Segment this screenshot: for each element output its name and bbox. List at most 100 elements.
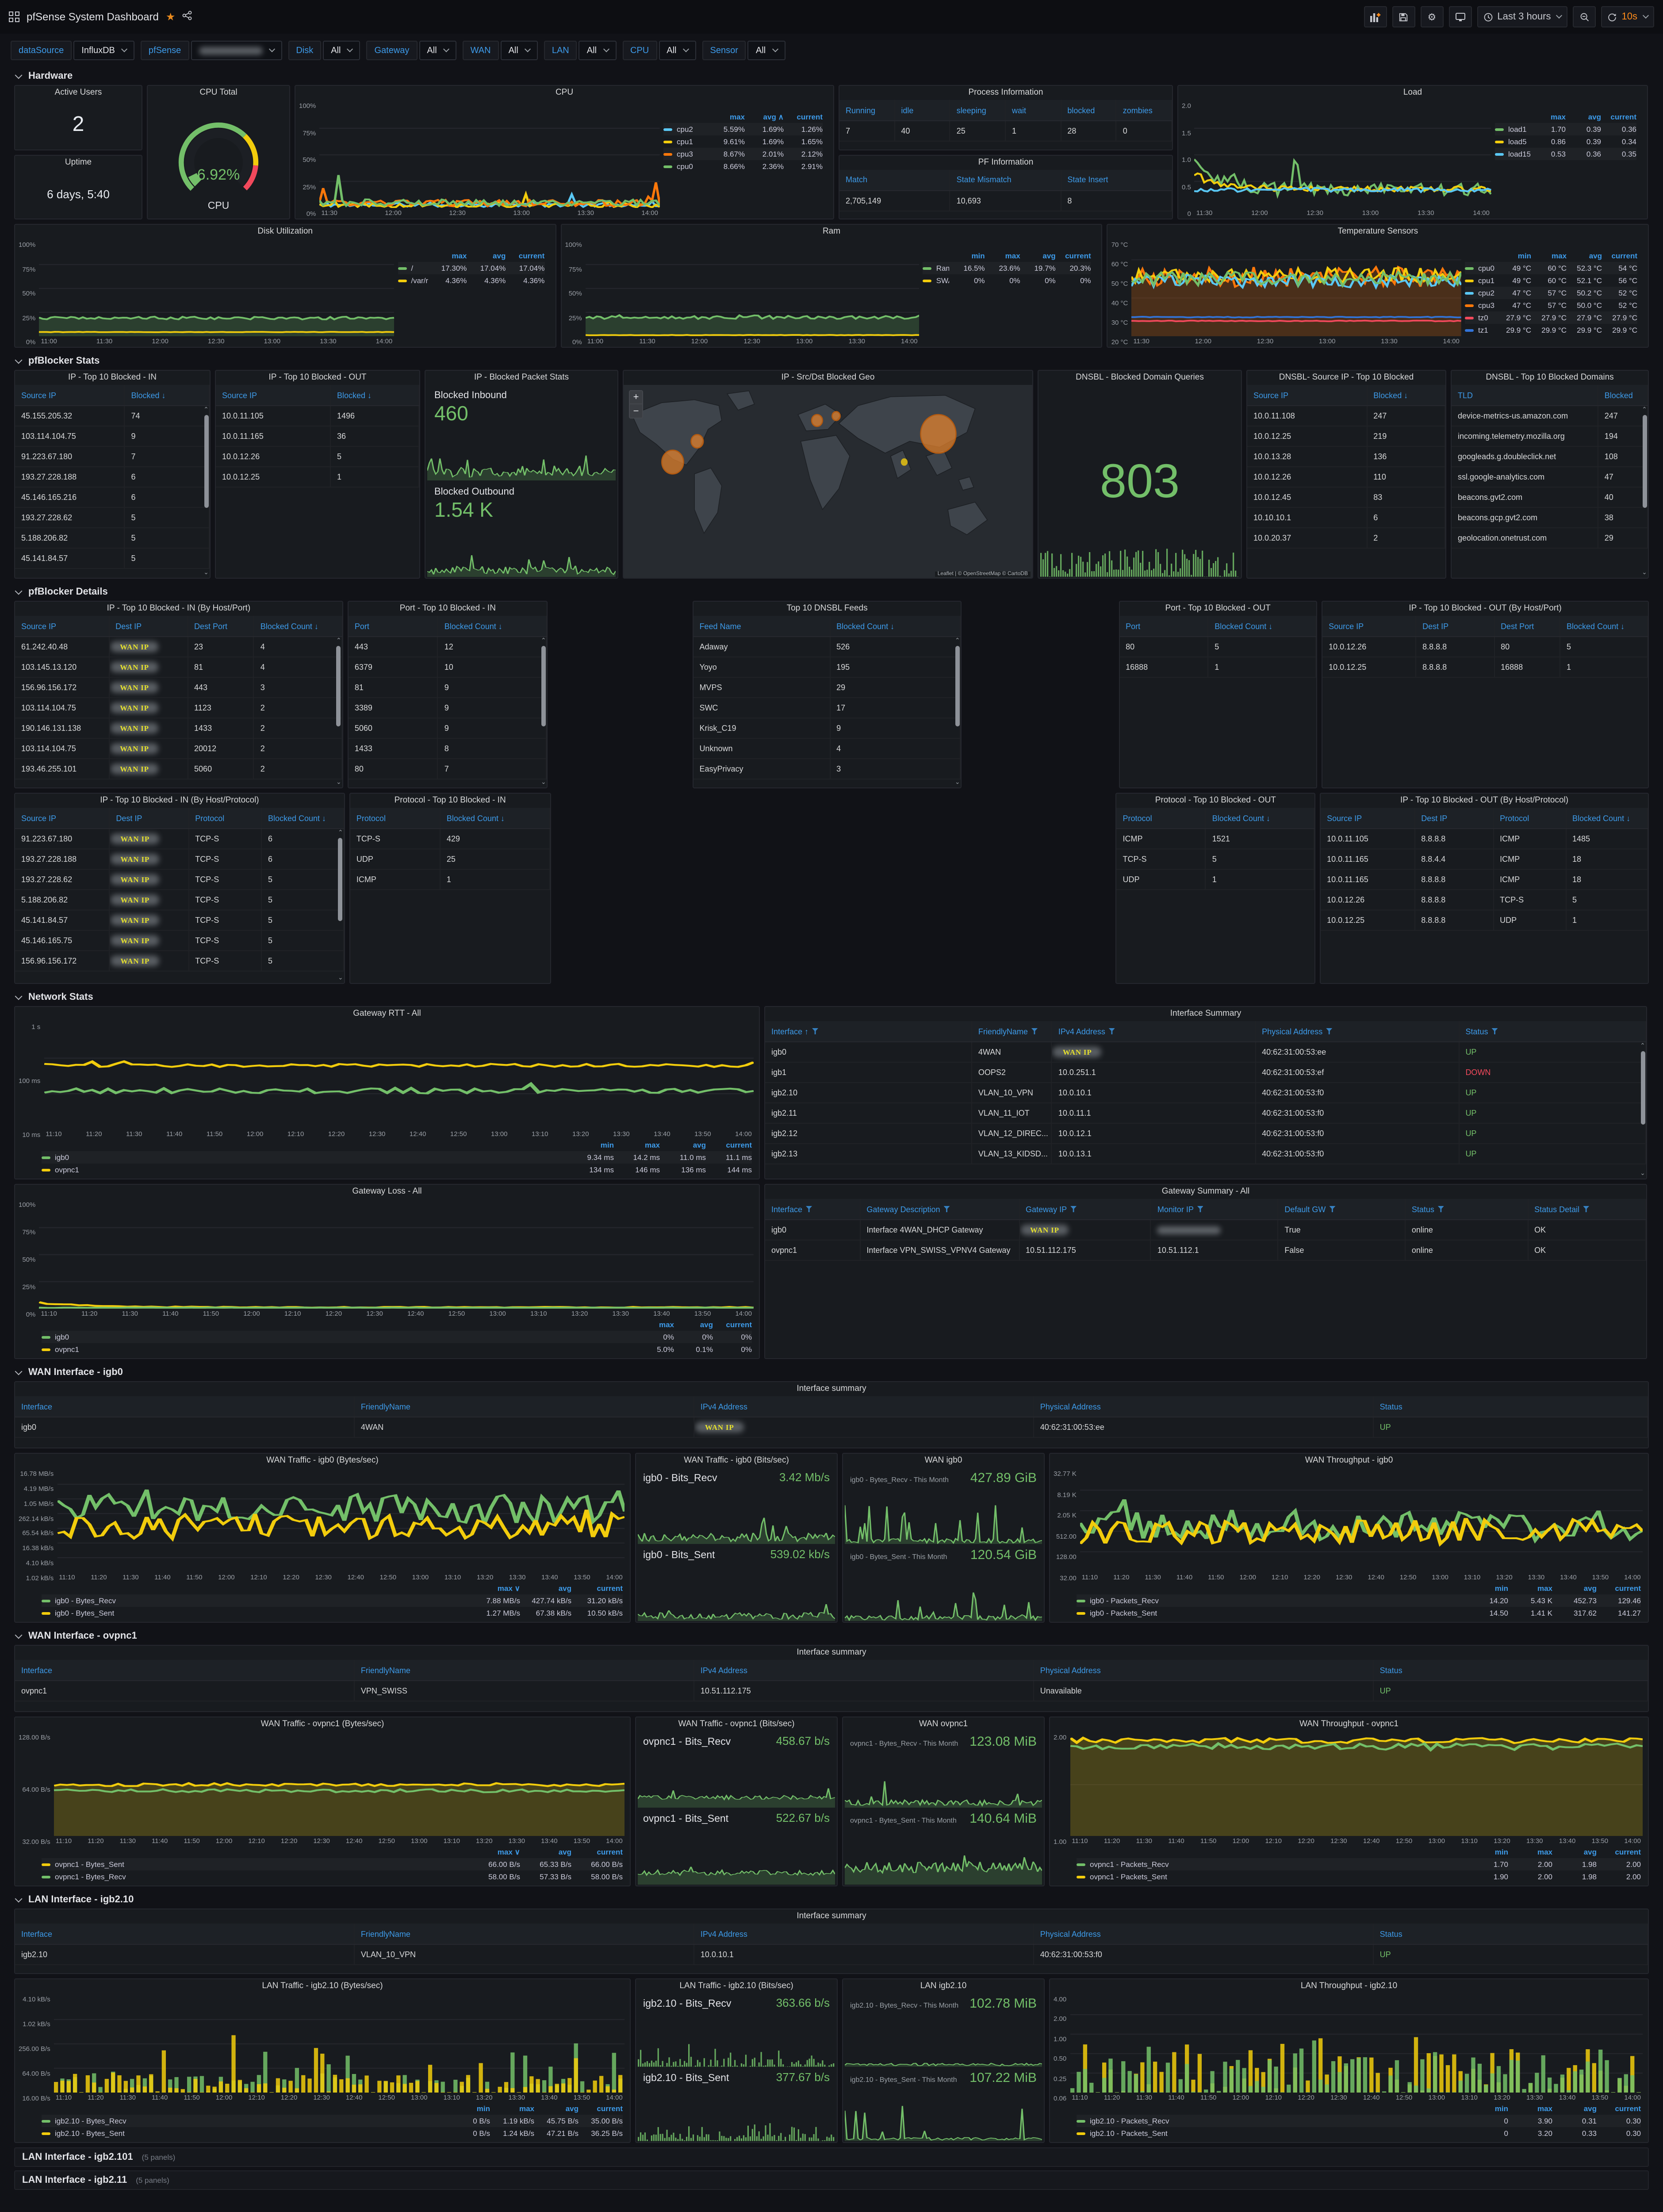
legend-series-label[interactable]: cpu2	[1465, 288, 1496, 297]
panel-title[interactable]: Ram	[822, 227, 841, 236]
column-header[interactable]: State Mismatch	[950, 169, 1061, 190]
panel-title[interactable]: Temperature Sensors	[1337, 227, 1418, 236]
panel-title[interactable]: WAN Traffic - ovpnc1 (Bits/sec)	[678, 1719, 795, 1729]
column-header[interactable]: blocked	[1061, 100, 1117, 120]
zoom-out-button[interactable]	[1573, 6, 1596, 27]
column-header[interactable]: FriendlyName	[355, 1924, 694, 1944]
legend-series-label[interactable]: /var/run	[398, 276, 428, 285]
legend-series-label[interactable]: Ram Used	[923, 264, 950, 273]
column-header[interactable]: Interface	[15, 1924, 355, 1944]
variable-select[interactable]: InfluxDB	[73, 41, 134, 60]
legend-column[interactable]: min	[1517, 251, 1532, 260]
column-header[interactable]: Blocked Count ↓	[441, 808, 550, 828]
legend-series-label[interactable]: igb2.10 - Bytes_Sent	[42, 2129, 446, 2138]
column-header[interactable]: Status	[1406, 1199, 1529, 1219]
legend-series-label[interactable]: igb0	[42, 1333, 635, 1341]
column-header[interactable]: Running	[839, 100, 895, 120]
legend-column[interactable]: current	[597, 2104, 623, 2113]
legend-column[interactable]: max	[452, 251, 467, 260]
column-header[interactable]: Physical Address	[1034, 1924, 1374, 1944]
column-header[interactable]: Dest IP	[109, 616, 188, 636]
variable-select[interactable]: All	[659, 41, 696, 60]
dashboard-icon[interactable]	[9, 12, 19, 22]
panel-title[interactable]: Active Users	[54, 88, 102, 97]
column-header[interactable]: Dest IP	[1415, 808, 1494, 828]
panel-title[interactable]: WAN Traffic - igb0 (Bits/sec)	[684, 1455, 789, 1465]
column-header[interactable]: Interface	[15, 1396, 355, 1417]
legend-column[interactable]: current	[1065, 251, 1091, 260]
column-header[interactable]: Dest Port	[188, 616, 254, 636]
legend-column[interactable]: current	[797, 112, 823, 121]
column-header[interactable]: FriendlyName	[355, 1660, 694, 1680]
scrollbar[interactable]: ⌃ ⌄	[540, 638, 546, 786]
column-header[interactable]: Status	[1374, 1660, 1648, 1680]
column-header[interactable]: Status	[1374, 1396, 1648, 1417]
column-header[interactable]: Interface	[15, 1660, 355, 1680]
column-header[interactable]: Monitor IP	[1151, 1199, 1279, 1219]
favorite-star-icon[interactable]: ★	[165, 11, 176, 23]
legend-series-label[interactable]: /	[398, 264, 428, 273]
column-header[interactable]: Blocked Count ↓	[1208, 616, 1317, 636]
column-header[interactable]: idle	[895, 100, 950, 120]
panel-title[interactable]: Interface summary	[797, 1911, 866, 1921]
panel-title[interactable]: Port - Top 10 Blocked - OUT	[1165, 603, 1271, 613]
legend-series-label[interactable]: cpu0	[1465, 264, 1496, 273]
column-header[interactable]: Physical Address	[1256, 1021, 1460, 1041]
row-header-pfblocker-details[interactable]: pfBlocker Details	[14, 583, 1649, 601]
column-header[interactable]: Blocked Count ↓	[830, 616, 961, 636]
panel-title[interactable]: IP - Src/Dst Blocked Geo	[781, 373, 875, 382]
legend-series-label[interactable]: igb2.10 - Bytes_Recv	[42, 2116, 446, 2125]
legend-column[interactable]: min	[1494, 2104, 1508, 2113]
column-header[interactable]: IPv4 Address	[694, 1924, 1034, 1944]
legend-series-label[interactable]: load15	[1495, 150, 1530, 158]
legend-series-label[interactable]: tz0	[1465, 313, 1496, 322]
row-header-hardware[interactable]: Hardware	[14, 67, 1649, 85]
legend-column[interactable]: current	[1615, 2104, 1641, 2113]
refresh-interval[interactable]: 10s	[1621, 12, 1638, 22]
filter-icon[interactable]	[812, 1028, 819, 1034]
legend-series-label[interactable]: ovpnc1 - Bytes_Recv	[42, 1872, 469, 1881]
row-header-network-stats[interactable]: Network Stats	[14, 988, 1649, 1006]
wan1-traffic-chart[interactable]	[54, 1733, 625, 1836]
column-header[interactable]: Physical Address	[1034, 1660, 1374, 1680]
legend-column[interactable]: avg	[1583, 1584, 1597, 1593]
legend-column[interactable]: current	[518, 251, 545, 260]
legend-column[interactable]: max	[729, 112, 745, 121]
column-header[interactable]: FriendlyName	[355, 1396, 694, 1417]
world-map[interactable]: + − Leaflet | © OpenStreetMap © CartoDB	[624, 385, 1032, 578]
panel-title[interactable]: CPU Total	[199, 88, 238, 97]
panel-title[interactable]: Disk Utilization	[257, 227, 313, 236]
panel-title[interactable]: Port - Top 10 Blocked - IN	[399, 603, 496, 613]
filter-icon[interactable]	[1070, 1206, 1077, 1212]
column-header[interactable]: Blocked ↓	[331, 385, 419, 405]
disk-chart[interactable]	[39, 241, 395, 336]
gateway-rtt-chart[interactable]	[44, 1023, 754, 1129]
legend-column[interactable]: current	[597, 1584, 623, 1593]
column-header[interactable]: Dest Port	[1494, 616, 1561, 636]
column-header[interactable]: IPv4 Address	[694, 1396, 1034, 1417]
column-header[interactable]: Blocked Count ↓	[1206, 808, 1315, 828]
column-header[interactable]: Port	[1119, 616, 1209, 636]
temperature-chart[interactable]	[1131, 241, 1462, 336]
column-header[interactable]: Source IP	[1247, 385, 1368, 405]
legend-series-label[interactable]: ovpnc1	[42, 1165, 568, 1174]
legend-column[interactable]: avg	[493, 251, 506, 260]
column-header[interactable]: Status Detail	[1528, 1199, 1646, 1219]
column-header[interactable]: Status	[1459, 1021, 1646, 1041]
legend-series-label[interactable]: cpu1	[663, 137, 706, 146]
legend-column[interactable]: min	[1494, 1584, 1508, 1593]
legend-series-label[interactable]: igb2.10 - Packets_Sent	[1077, 2129, 1464, 2138]
cpu-chart[interactable]	[319, 102, 660, 208]
column-header[interactable]: Protocol	[1117, 808, 1206, 828]
variable-select[interactable]: All	[323, 41, 360, 60]
legend-column[interactable]: avg ∧	[763, 112, 784, 121]
panel-title[interactable]: Protocol - Top 10 Blocked - IN	[394, 795, 506, 805]
legend-column[interactable]: max ∨	[497, 1847, 520, 1856]
panel-title[interactable]: WAN ovpnc1	[919, 1719, 968, 1729]
map-zoom-out-button[interactable]: −	[630, 404, 642, 418]
map-zoom-in-button[interactable]: +	[630, 391, 642, 404]
legend-series-label[interactable]: tz1	[1465, 326, 1496, 334]
legend-series-label[interactable]: cpu2	[663, 125, 706, 134]
panel-title[interactable]: LAN igb2.10	[920, 1981, 967, 1991]
column-header[interactable]: Feed Name	[693, 616, 831, 636]
